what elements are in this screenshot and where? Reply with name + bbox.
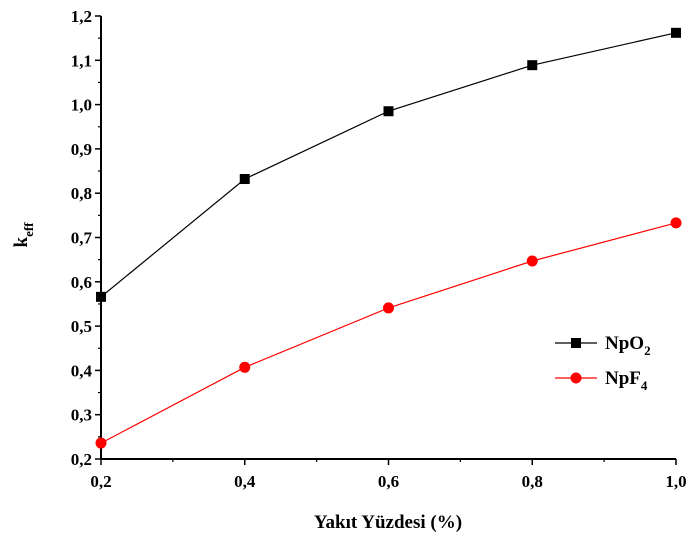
point-NpF4 — [239, 361, 251, 373]
y-tick-label: 0,8 — [71, 184, 92, 203]
x-axis-title: Yakıt Yüzdesi (%) — [314, 512, 462, 533]
point-NpF4 — [95, 437, 107, 449]
series-line-NpF4 — [100, 222, 677, 444]
legend-marker-NpF4 — [570, 372, 582, 384]
y-tick-label: 0,5 — [71, 317, 92, 336]
point-NpF4 — [383, 302, 394, 314]
point-NpO2 — [383, 106, 394, 117]
y-tick-label: 0,2 — [71, 450, 92, 469]
legend-label-NpF4: NpF4 — [605, 368, 648, 393]
ticks: 0,2 0,3 0,4 0,5 0,6 0,7 0,8 0,9 1,0 1,1 1,2 0,2 0,4 0… — [71, 7, 687, 491]
legend-label-sub: 2 — [644, 343, 651, 358]
point-NpF4 — [526, 255, 538, 267]
y-tick-label: 0,4 — [71, 361, 93, 380]
x-tick-label: 0,8 — [522, 472, 543, 491]
y-tick-label: 0,6 — [71, 273, 92, 292]
x-tick-label: 0,4 — [234, 472, 256, 491]
y-tick-label: 0,7 — [71, 229, 93, 248]
y-tick-label: 1,0 — [71, 96, 92, 115]
legend-label-sub: 4 — [641, 378, 648, 393]
legend-label-main: NpO — [605, 333, 644, 354]
legend-label-main: NpF — [605, 368, 641, 389]
point-NpF4 — [670, 217, 682, 229]
legend-marker-NpO2 — [571, 338, 581, 348]
point-NpO2 — [96, 291, 106, 302]
axes — [100, 16, 676, 460]
series-group — [95, 27, 682, 449]
legend-label-NpO2: NpO2 — [605, 333, 651, 358]
y-tick-label: 0,3 — [71, 406, 92, 425]
x-tick-label: 0,6 — [378, 472, 399, 491]
point-NpO2 — [239, 174, 250, 185]
point-NpO2 — [527, 60, 538, 71]
y-axis-title-main: k — [11, 237, 32, 248]
x-tick-label: 0,2 — [90, 472, 111, 491]
y-tick-label: 1,2 — [71, 7, 92, 26]
y-axis-title-sub: eff — [21, 222, 36, 237]
point-NpO2 — [671, 27, 681, 38]
series-line-NpO2 — [100, 32, 677, 298]
y-axis-title: keff — [11, 222, 36, 248]
y-tick-label: 1,1 — [71, 51, 92, 70]
y-tick-label: 0,9 — [71, 140, 92, 159]
x-tick-label: 1,0 — [665, 472, 686, 491]
